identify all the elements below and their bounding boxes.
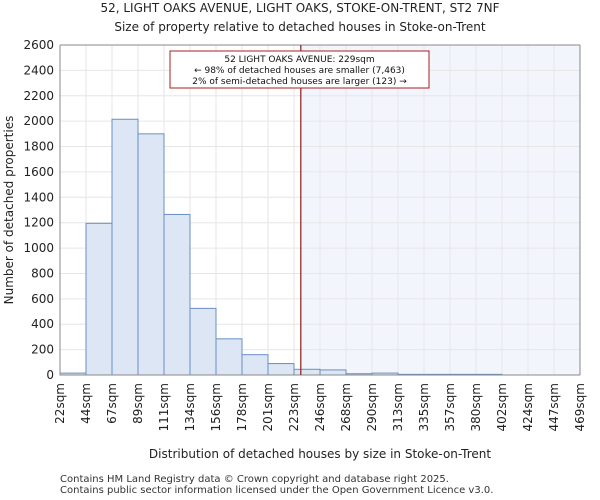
y-tick-label: 1000 — [23, 241, 54, 255]
x-tick-label: 313sqm — [391, 383, 405, 431]
y-tick-label: 1600 — [23, 165, 54, 179]
bar-111sqm — [163, 213, 191, 376]
bar-201sqm — [267, 363, 295, 376]
chart: 52, LIGHT OAKS AVENUE, LIGHT OAKS, STOKE… — [2, 1, 587, 461]
annotation-box — [169, 50, 430, 89]
x-tick-label: 134sqm — [183, 383, 197, 431]
x-tick-label: 335sqm — [417, 383, 431, 431]
x-axis-label: Distribution of detached houses by size … — [149, 447, 491, 461]
bar-134sqm — [189, 307, 217, 376]
bar-89sqm — [137, 133, 165, 376]
x-tick-label: 22sqm — [53, 383, 67, 424]
footer-line-1: Contains HM Land Registry data © Crown c… — [60, 474, 449, 485]
x-tick-label: 402sqm — [495, 383, 509, 431]
x-tick-label: 67sqm — [105, 383, 119, 424]
bar-156sqm — [215, 338, 243, 376]
y-tick-label: 2200 — [23, 89, 54, 103]
y-tick-label: 2400 — [23, 63, 54, 77]
y-tick-label: 800 — [31, 266, 54, 280]
y-tick-label: 1800 — [23, 140, 54, 154]
annotation-line-2: ← 98% of detached houses are smaller (7,… — [194, 66, 405, 76]
x-tick-label: 380sqm — [469, 383, 483, 431]
x-tick-label: 178sqm — [235, 383, 249, 431]
y-axis-label: Number of detached properties — [2, 116, 16, 305]
x-tick-label: 290sqm — [365, 383, 379, 431]
bar-44sqm — [85, 222, 113, 376]
x-tick-label: 201sqm — [261, 383, 275, 431]
annotation-line-3: 2% of semi-detached houses are larger (1… — [192, 77, 407, 87]
y-tick-label: 1200 — [23, 216, 54, 230]
x-tick-label: 223sqm — [287, 383, 301, 431]
x-tick-label: 424sqm — [521, 383, 535, 431]
bar-178sqm — [241, 354, 269, 376]
x-tick-label: 469sqm — [573, 383, 587, 431]
x-tick-label: 246sqm — [313, 383, 327, 431]
x-tick-label: 44sqm — [79, 383, 93, 424]
y-tick-label: 200 — [31, 343, 54, 357]
chart-subtitle: Size of property relative to detached ho… — [114, 20, 486, 34]
x-tick-label: 156sqm — [209, 383, 223, 431]
y-tick-label: 2600 — [23, 38, 54, 52]
highlight-region — [300, 45, 580, 375]
x-tick-label: 268sqm — [339, 383, 353, 431]
x-tick-label: 111sqm — [157, 383, 171, 431]
y-tick-label: 2000 — [23, 114, 54, 128]
bar-246sqm — [319, 369, 347, 376]
y-tick-label: 600 — [31, 292, 54, 306]
bar-223sqm — [293, 368, 321, 376]
y-tick-label: 0 — [46, 368, 54, 382]
chart-title: 52, LIGHT OAKS AVENUE, LIGHT OAKS, STOKE… — [100, 1, 499, 15]
annotation-line-1: 52 LIGHT OAKS AVENUE: 229sqm — [224, 55, 374, 65]
plot-area: 0 200 400 600 800 1000 1200 1400 1600 1800 2000 220… — [23, 38, 587, 431]
x-tick-label: 357sqm — [443, 383, 457, 431]
y-tick-label: 1400 — [23, 190, 54, 204]
x-tick-label: 447sqm — [547, 383, 561, 431]
footer-line-2: Contains public sector information licen… — [60, 485, 494, 496]
y-tick-label: 400 — [31, 317, 54, 331]
x-tick-label: 89sqm — [131, 383, 145, 424]
bar-67sqm — [111, 118, 139, 376]
